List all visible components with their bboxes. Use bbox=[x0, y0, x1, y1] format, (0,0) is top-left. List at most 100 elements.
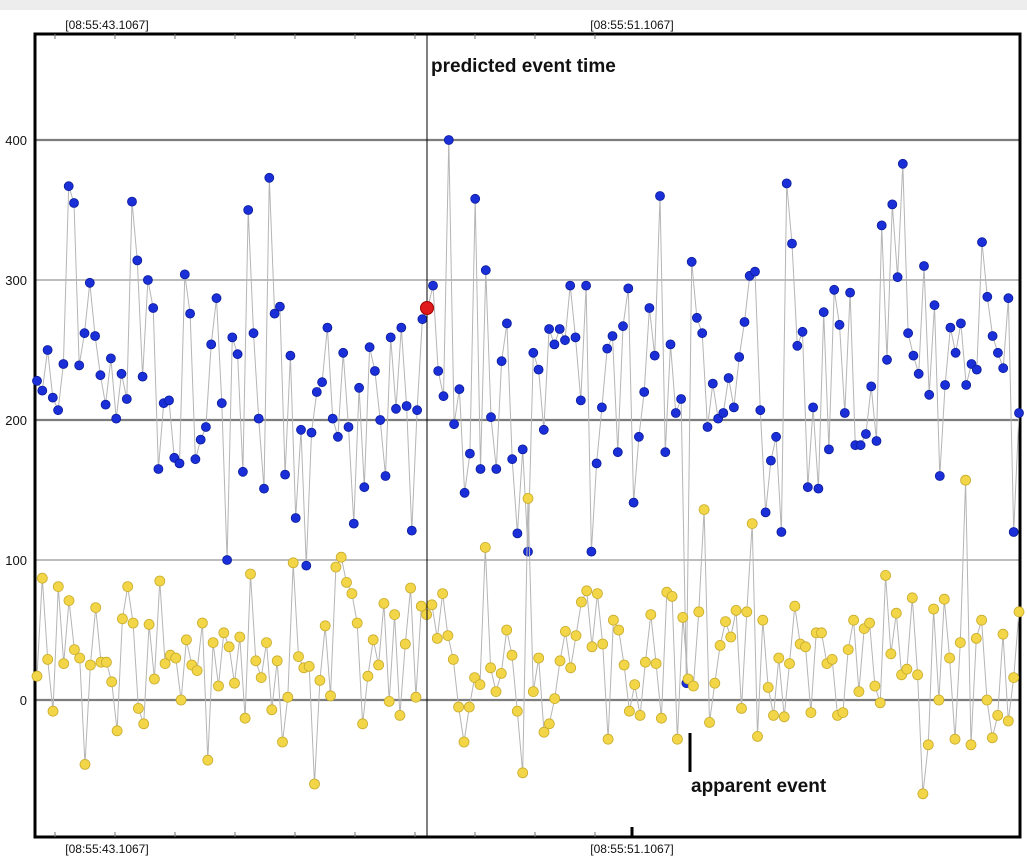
series-1-point bbox=[613, 624, 625, 636]
series-0-point bbox=[385, 332, 396, 343]
series-0-point bbox=[560, 335, 570, 346]
series-1-point bbox=[666, 591, 678, 602]
apparent-event-label: apparent event bbox=[691, 776, 827, 797]
series-1-point bbox=[602, 733, 614, 745]
series-0-point bbox=[892, 272, 903, 283]
series-1-point bbox=[266, 704, 278, 716]
series-1-point bbox=[501, 624, 513, 636]
series-1-point bbox=[117, 613, 128, 625]
series-1-point bbox=[383, 696, 395, 707]
series-1-point bbox=[351, 617, 363, 629]
series-1-point bbox=[800, 641, 811, 653]
series-1-point bbox=[127, 617, 139, 629]
series-0-point bbox=[802, 482, 813, 493]
series-1-point bbox=[218, 627, 230, 639]
series-1-point bbox=[287, 557, 299, 569]
x-tick-label-top-0: [08:55:43.1067] bbox=[65, 18, 148, 32]
grid-lines bbox=[35, 138, 1020, 702]
series-1-point bbox=[180, 634, 192, 646]
series-1-point bbox=[789, 600, 801, 612]
series-1-point bbox=[629, 679, 641, 690]
series-1-point bbox=[741, 606, 753, 618]
series-0-point bbox=[480, 265, 491, 276]
series-1-point bbox=[170, 652, 182, 664]
series-0-point bbox=[977, 237, 987, 248]
series-0-point bbox=[934, 471, 945, 481]
series-0-point bbox=[882, 354, 892, 365]
series-0-point bbox=[206, 339, 217, 350]
series-0-point bbox=[903, 328, 913, 339]
series-0-point bbox=[132, 255, 143, 266]
series-1-point bbox=[880, 570, 891, 581]
series-0-point bbox=[148, 303, 159, 313]
series-0-point bbox=[470, 193, 481, 204]
series-1-point bbox=[714, 640, 726, 651]
series-0-point bbox=[575, 395, 586, 406]
series-1-point bbox=[581, 585, 593, 597]
x-tick-label-bottom-1: [08:55:51.1067] bbox=[590, 842, 673, 856]
series-1-point bbox=[960, 474, 971, 486]
series-1-point bbox=[303, 661, 315, 672]
y-tick-label-4: 400 bbox=[5, 133, 27, 148]
series-1-point bbox=[650, 658, 662, 669]
series-0-point bbox=[771, 431, 781, 442]
series-1-point bbox=[640, 656, 651, 668]
series-0-point bbox=[47, 392, 58, 403]
series-1-point bbox=[378, 598, 390, 609]
series-0-point bbox=[375, 415, 386, 425]
series-1-point bbox=[191, 665, 203, 676]
series-1-point bbox=[463, 701, 475, 713]
series-1-point bbox=[634, 710, 646, 721]
series-1-point bbox=[196, 617, 208, 629]
series-0-point bbox=[58, 359, 69, 369]
series-1-point bbox=[410, 691, 422, 703]
series-1-point bbox=[245, 568, 256, 580]
series-1-point bbox=[250, 655, 262, 667]
series-0-point bbox=[106, 353, 116, 364]
predicted-event-label: predicted event time bbox=[431, 56, 616, 77]
series-0-point bbox=[845, 287, 855, 298]
series-1-point bbox=[538, 726, 550, 738]
series-0-point bbox=[237, 466, 248, 477]
series-0-point bbox=[433, 366, 444, 376]
series-0-point bbox=[306, 427, 317, 438]
series-1-point bbox=[912, 669, 923, 681]
series-1-point bbox=[592, 588, 603, 599]
series-0-point bbox=[676, 394, 686, 404]
series-1-point bbox=[47, 705, 59, 717]
predicted-event-marker bbox=[420, 301, 434, 315]
series-0-point bbox=[248, 328, 259, 339]
series-0-point bbox=[517, 444, 528, 455]
series-1-point bbox=[69, 644, 80, 655]
series-0-point bbox=[348, 518, 359, 529]
series-1-point bbox=[522, 492, 534, 504]
series-1-point bbox=[624, 705, 635, 717]
series-1-point bbox=[890, 607, 902, 619]
series-1-point bbox=[367, 634, 379, 646]
series-1-point bbox=[906, 592, 918, 604]
series-0-point bbox=[195, 434, 206, 445]
series-0-point bbox=[137, 371, 148, 382]
series-0-point bbox=[142, 275, 153, 285]
series-0-point bbox=[993, 347, 1003, 358]
series-0-point bbox=[401, 401, 412, 411]
series-1-point bbox=[848, 614, 859, 626]
series-1-point bbox=[335, 551, 347, 563]
series-0-point bbox=[818, 307, 829, 318]
series-0-point bbox=[755, 405, 766, 416]
series-0-point bbox=[998, 363, 1009, 374]
series-1-point bbox=[490, 686, 502, 697]
series-0-point bbox=[602, 343, 613, 354]
series-0-point bbox=[269, 308, 280, 319]
series-0-point bbox=[359, 482, 370, 493]
series-0-point bbox=[79, 328, 90, 339]
series-1-point bbox=[954, 637, 966, 648]
series-0-point bbox=[639, 387, 650, 397]
series-1-point bbox=[58, 658, 70, 669]
series-1-point bbox=[495, 668, 507, 679]
series-0-point bbox=[285, 350, 296, 361]
series-1-point bbox=[213, 680, 224, 692]
series-0-point bbox=[438, 391, 449, 402]
axis-ticks bbox=[54, 34, 634, 837]
series-0-point bbox=[338, 347, 349, 358]
